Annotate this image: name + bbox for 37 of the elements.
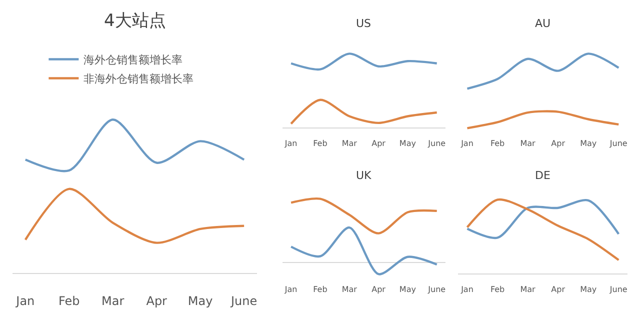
x-tick-label: June bbox=[230, 294, 258, 308]
chart-title: 4大站点 bbox=[104, 11, 166, 31]
chart-title: UK bbox=[356, 169, 372, 182]
legend-label: 非海外仓销售额增长率 bbox=[84, 72, 194, 86]
x-tick-label: May bbox=[188, 294, 213, 308]
x-tick-label: Feb bbox=[313, 139, 328, 148]
chart-title: US bbox=[356, 17, 372, 30]
x-tick-label: Feb bbox=[490, 139, 505, 148]
x-tick-label: June bbox=[608, 285, 628, 294]
x-tick-label: Apr bbox=[551, 285, 566, 294]
x-tick-label: Mar bbox=[520, 285, 536, 294]
x-tick-label: June bbox=[427, 139, 446, 148]
x-tick-label: Apr bbox=[372, 285, 386, 294]
x-tick-label: Mar bbox=[342, 139, 358, 148]
x-tick-label: May bbox=[580, 285, 597, 294]
legend-label: 海外仓销售额增长率 bbox=[84, 54, 183, 67]
x-tick-label: Apr bbox=[372, 139, 386, 148]
x-tick-label: Jan bbox=[460, 139, 474, 148]
x-tick-label: Apr bbox=[146, 294, 168, 308]
x-tick-label: Jan bbox=[284, 285, 298, 294]
x-tick-label: Mar bbox=[520, 139, 536, 148]
x-tick-label: Jan bbox=[460, 285, 474, 294]
x-tick-label: Feb bbox=[313, 285, 328, 294]
x-tick-label: May bbox=[399, 285, 416, 294]
x-tick-label: June bbox=[608, 139, 628, 148]
x-tick-label: Jan bbox=[15, 294, 35, 308]
chart-title: DE bbox=[535, 169, 550, 182]
chart-title: AU bbox=[535, 17, 551, 30]
x-tick-label: Mar bbox=[342, 285, 358, 294]
x-tick-label: Apr bbox=[551, 139, 566, 148]
x-tick-label: Mar bbox=[102, 294, 124, 308]
x-tick-label: Jan bbox=[284, 139, 298, 148]
x-tick-label: Feb bbox=[58, 294, 80, 308]
x-tick-label: June bbox=[427, 285, 446, 294]
x-tick-label: Feb bbox=[490, 285, 505, 294]
x-tick-label: May bbox=[399, 139, 416, 148]
x-tick-label: May bbox=[580, 139, 597, 148]
